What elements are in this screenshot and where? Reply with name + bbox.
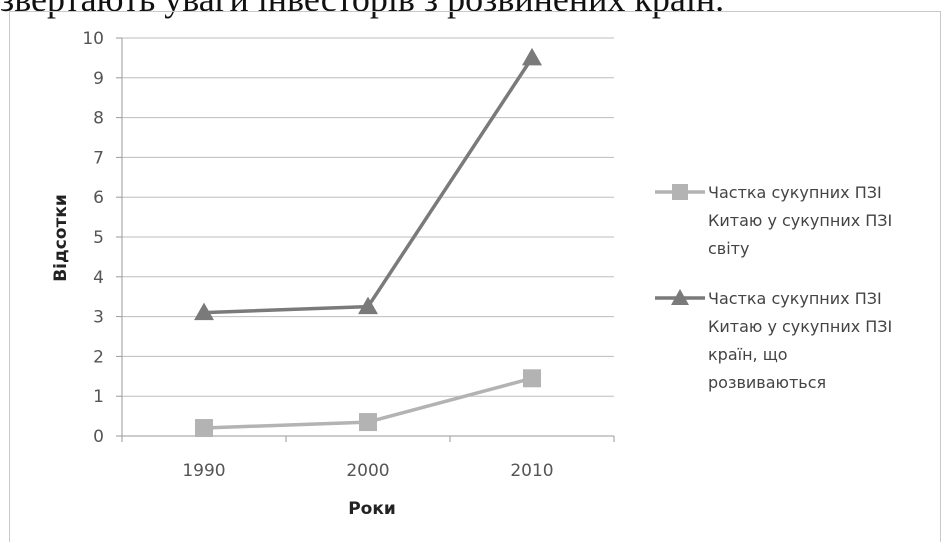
header-text: звертають уваги інвесторів з розвинених … (0, 0, 949, 20)
series-line-2 (203, 56, 534, 315)
x-tick-label-1990: 1990 (182, 461, 225, 481)
x-axis-title: Роки (348, 499, 396, 519)
data-point-s1-2010 (523, 369, 541, 388)
data-point-s2-2000 (358, 296, 378, 315)
y-tick-labels: 0 1 2 3 4 5 6 7 8 9 10 (82, 29, 104, 447)
y-axis-title: Відсотки (51, 194, 71, 282)
legend-label-2-line-3: країн, що (708, 345, 788, 364)
data-point-s2-2010 (522, 47, 542, 66)
y-tick-label-4: 4 (93, 268, 104, 288)
legend-label-2-line-1: Частка сукупних ПЗІ (708, 289, 882, 308)
legend-label-2-line-4: розвиваються (708, 373, 826, 392)
chart-frame (9, 11, 941, 542)
x-tick-label-2000: 2000 (346, 461, 389, 481)
data-point-s2-1990 (194, 302, 214, 321)
y-tick-label-5: 5 (93, 228, 104, 248)
y-tick-label-8: 8 (93, 109, 104, 129)
y-tick-label-10: 10 (82, 29, 104, 49)
y-tick-label-9: 9 (93, 69, 104, 89)
y-tick-label-2: 2 (93, 347, 104, 367)
series-group (194, 47, 542, 438)
y-tick-label-7: 7 (93, 148, 104, 168)
legend-label-1-line-2: Китаю у сукупних ПЗІ (708, 211, 892, 230)
x-tick-labels: 1990 2000 2010 (182, 461, 553, 481)
axes (121, 38, 615, 442)
data-point-s1-1990 (195, 419, 213, 438)
y-tick-label-0: 0 (93, 427, 104, 447)
legend-label-1-line-3: світу (708, 239, 749, 258)
y-tick-label-3: 3 (93, 308, 104, 328)
legend-marker-1 (672, 184, 688, 200)
legend: Частка сукупних ПЗІ Китаю у сукупних ПЗІ с… (655, 183, 892, 392)
legend-label-1-line-1: Частка сукупних ПЗІ (708, 183, 882, 202)
y-tick-label-6: 6 (93, 188, 104, 208)
data-point-s1-2000 (359, 413, 377, 432)
legend-label-2-line-2: Китаю у сукупних ПЗІ (708, 317, 892, 336)
y-tick-label-1: 1 (93, 387, 104, 407)
x-tick-label-2010: 2010 (510, 461, 553, 481)
legend-marker-2 (671, 289, 689, 305)
gridlines (116, 37, 614, 437)
